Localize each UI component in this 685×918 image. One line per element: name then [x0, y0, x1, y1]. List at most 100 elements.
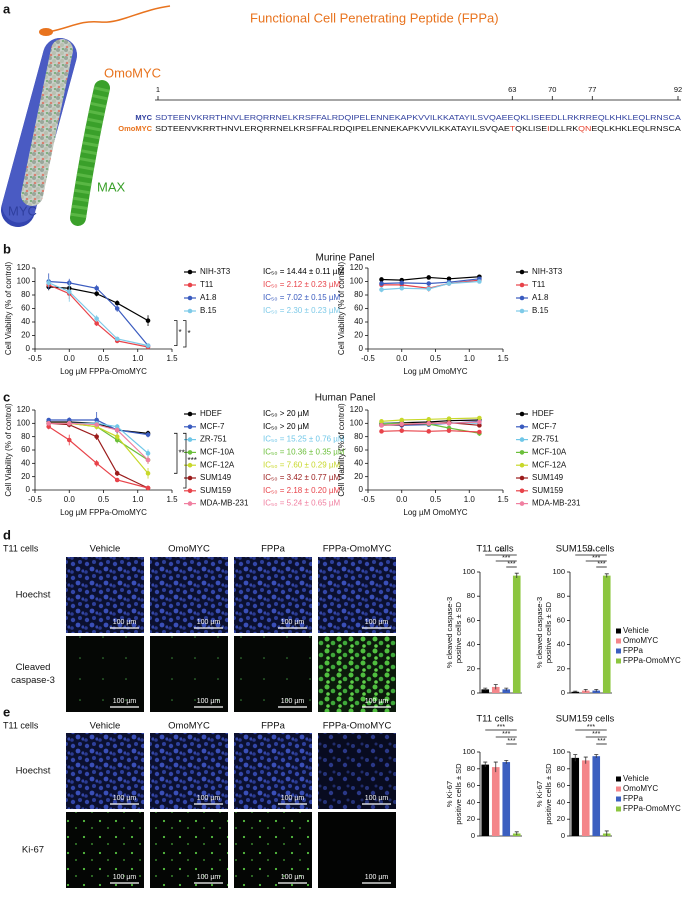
column-header: OmoMYC [168, 544, 210, 555]
sequence-segment: I [547, 124, 549, 133]
significance-label: *** [502, 555, 510, 562]
legend-label: MCF-7 [200, 422, 225, 431]
position-label: 63 [508, 85, 516, 94]
ic50-label: IC₅₀ = 2.18 ± 0.20 µM [263, 486, 340, 495]
data-point [426, 417, 432, 422]
legend-label: NIH-3T3 [532, 267, 563, 276]
legend-marker [519, 450, 525, 455]
y-tick-label: 0 [359, 344, 364, 353]
micrograph [318, 636, 396, 712]
y-tick-label: 60 [21, 304, 30, 313]
scale-bar-label: 100 µm [197, 619, 221, 626]
y-tick-label: 40 [557, 640, 565, 649]
x-axis-label: Log µM OmoMYC [403, 367, 467, 376]
y-tick-label: 60 [557, 615, 565, 624]
legend-label: MDA-MB-231 [532, 499, 581, 508]
scale-bar-label: 100 µm [281, 619, 305, 626]
panel-letter: e [3, 704, 10, 719]
y-tick-label: 0 [471, 831, 475, 840]
error-bar [504, 760, 509, 764]
scale-bar-label: 100 µm [365, 795, 389, 802]
y-tick-label: 100 [462, 567, 475, 576]
legend-label: T11 [200, 280, 214, 289]
y-tick-label: 0 [359, 485, 364, 494]
legend-marker [616, 796, 621, 802]
x-tick-label: -0.5 [28, 495, 42, 504]
bar [592, 756, 601, 836]
scale-bar-label: 100 µm [281, 698, 305, 705]
data-point [379, 277, 384, 282]
column-header: Vehicle [90, 544, 121, 555]
micrograph [318, 557, 396, 633]
y-tick-label: 40 [557, 797, 565, 806]
data-point [379, 429, 384, 434]
scale-bar-label: 100 µm [197, 795, 221, 802]
y-axis-label: Cell Viability (% of control) [4, 262, 13, 356]
y-tick-label: 60 [21, 445, 30, 454]
bar [481, 764, 490, 836]
legend-marker [519, 488, 525, 494]
bar [581, 690, 590, 693]
y-axis-label: % Ki-67 [445, 781, 454, 807]
row-label: caspase-3 [11, 675, 55, 686]
data-point [477, 415, 482, 421]
significance-label: * [179, 328, 182, 337]
legend-label: B.15 [532, 306, 549, 315]
legend-label: SUM159 [200, 486, 232, 495]
error-bar [583, 756, 588, 764]
omomyc-label: OmoMYC [104, 65, 161, 80]
legend-marker [519, 437, 525, 442]
legend-label: NIH-3T3 [200, 267, 231, 276]
y-axis-label: % Ki-67 [535, 781, 544, 807]
significance-label: *** [188, 456, 197, 465]
panel-letter: b [3, 241, 11, 256]
data-point [145, 343, 151, 348]
data-point [477, 423, 482, 428]
sequence-segment: QKLISE [515, 124, 547, 133]
scale-bar-label: 100 µm [197, 698, 221, 705]
data-point [379, 281, 384, 286]
micrograph [234, 812, 312, 888]
micrograph [150, 812, 228, 888]
significance-label: *** [507, 561, 515, 568]
y-tick-label: 0 [561, 831, 565, 840]
scale-bar-label: 100 µm [113, 874, 137, 881]
bar [512, 575, 521, 693]
ic50-label: IC₅₀ = 7.02 ± 0.15 µM [263, 293, 340, 302]
legend-marker [616, 628, 621, 634]
y-axis-label: positive cells ± SD [454, 601, 463, 663]
y-axis-label: % cleaved caspase-3 [535, 597, 544, 668]
data-point [426, 275, 432, 280]
legend-marker [616, 806, 621, 812]
y-tick-label: 20 [557, 664, 565, 673]
row-label: Ki-67 [22, 845, 44, 856]
micrograph [150, 557, 228, 633]
micrograph [66, 557, 144, 633]
sequence-segment: EQLKHKLEQLRNSCA [591, 124, 680, 133]
y-tick-label: 0 [561, 688, 565, 697]
scale-bar-label: 100 µm [113, 619, 137, 626]
legend-marker [519, 282, 525, 288]
data-point [94, 417, 99, 423]
panel-letter: a [3, 1, 11, 16]
panel-letter: d [3, 527, 11, 542]
data-point [446, 428, 452, 433]
y-tick-label: 40 [467, 640, 475, 649]
error-bar [493, 761, 498, 773]
data-point [426, 429, 432, 434]
data-point [399, 428, 405, 433]
chart-title: T11 cells [476, 544, 514, 555]
significance-bracket [183, 320, 187, 348]
legend-marker [616, 786, 621, 792]
x-tick-label: 1.5 [166, 354, 178, 363]
data-point [399, 280, 405, 286]
y-tick-label: 20 [354, 331, 363, 340]
legend-marker [187, 269, 193, 275]
x-tick-label: 1.5 [166, 495, 178, 504]
y-tick-label: 20 [467, 664, 475, 673]
data-point [379, 423, 384, 428]
error-bar [573, 754, 578, 762]
micrograph [66, 812, 144, 888]
data-point [145, 471, 151, 476]
